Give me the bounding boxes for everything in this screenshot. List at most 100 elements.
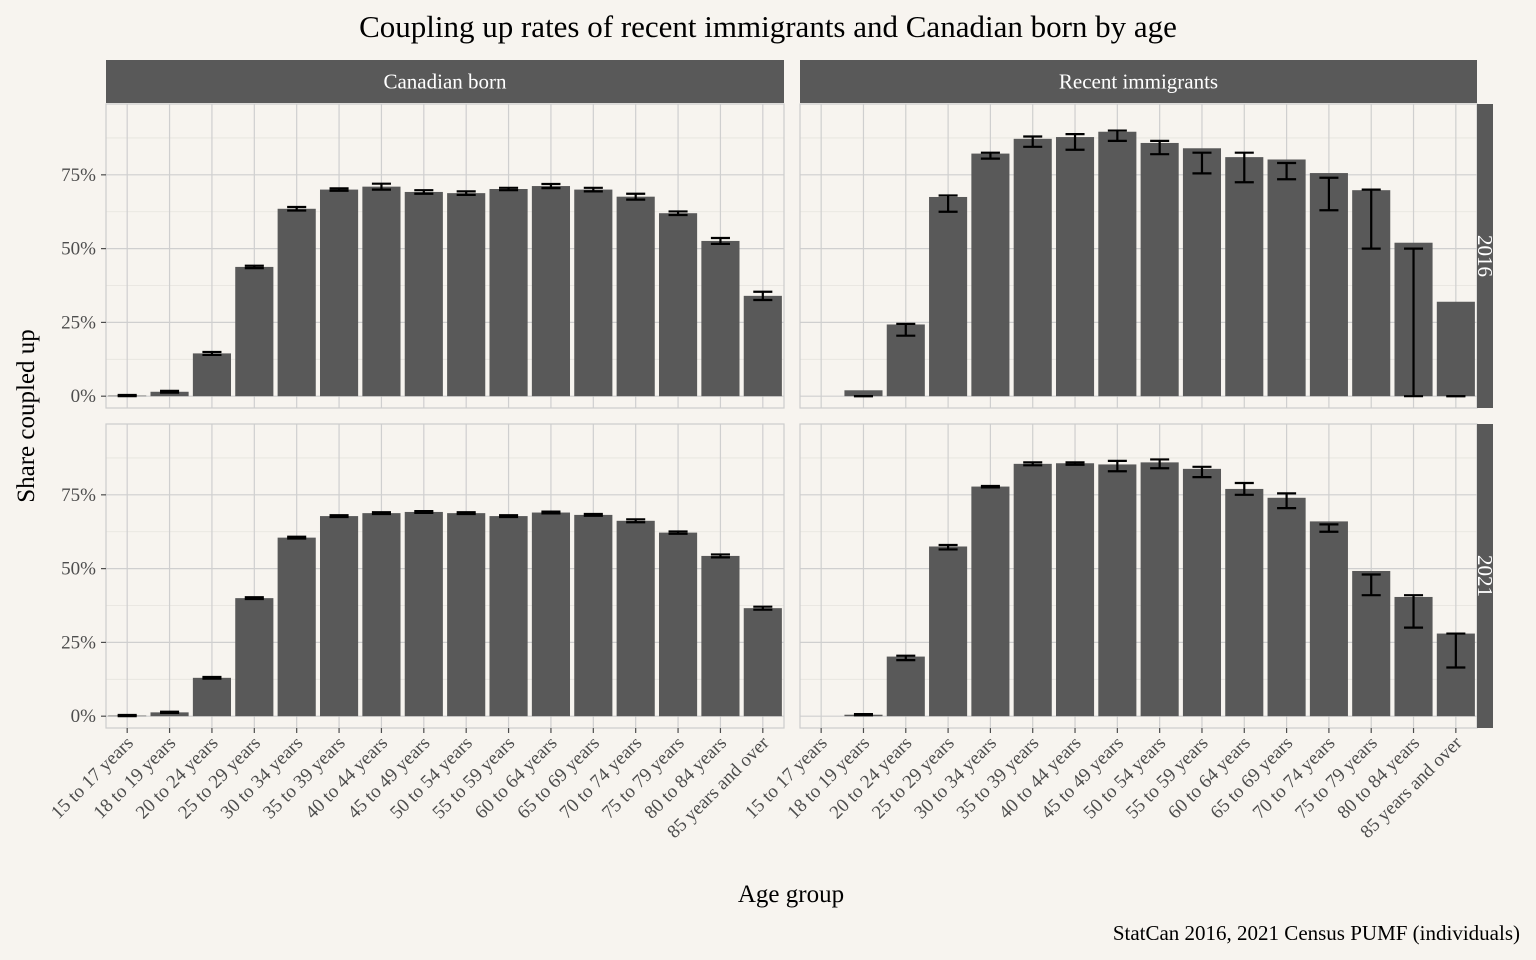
strip-background [1477,104,1493,408]
bar [192,677,232,717]
bar [192,353,232,397]
error-bar [853,713,873,717]
error-bar [160,389,180,394]
bar [531,512,571,717]
panel-recent-immigrants-2016 [799,103,1478,409]
error-bar [583,186,603,193]
bar [447,513,486,717]
facet-strip-recent-immigrants: Recent immigrants [800,60,1477,103]
panel-border [105,423,785,729]
error-bar [541,510,561,515]
bar [1140,462,1179,717]
error-bar [329,187,349,192]
bar [1098,464,1137,717]
bar [489,516,528,717]
y-tick-label: 25% [61,312,96,333]
error-bar [1404,594,1424,629]
error-bar [1319,176,1339,212]
bar [1182,148,1222,397]
bar [1436,301,1475,397]
y-tick-label: 50% [61,559,96,580]
strip-label: Canadian born [383,70,507,94]
bar [319,516,359,717]
bar [844,390,883,397]
error-bar [456,511,476,516]
error-bar [938,543,958,551]
error-bar [499,514,519,519]
x-axis-title: Age group [738,881,844,908]
facet-strip-2016: 2016 [1473,104,1497,408]
bar [362,186,401,397]
error-bar [1234,481,1254,496]
error-bar [1150,139,1170,156]
error-bar [1150,458,1170,470]
bar [1140,142,1179,397]
bar [277,537,316,717]
error-bar [896,654,916,662]
error-bar [1107,129,1127,142]
bar [929,546,968,717]
y-axis-title: Share coupled up [13,329,40,503]
error-bar [1023,135,1043,148]
error-bar [980,484,1000,489]
error-bar [1361,188,1381,250]
strip-background [1477,424,1493,728]
error-bar [583,512,603,517]
y-tick-label: 50% [61,239,96,260]
strip-label: 2016 [1473,235,1497,277]
bar [319,189,359,397]
error-bar [1107,459,1127,473]
error-bar [1065,133,1085,151]
error-bar [202,350,222,356]
error-bar [371,182,391,191]
error-bar [1192,151,1212,175]
bar [531,186,571,397]
bar [404,191,443,397]
error-bar [753,290,773,302]
error-bar [499,186,519,192]
error-bar [329,514,349,519]
error-bar [626,518,646,524]
error-bar [414,509,434,514]
strip-label: Recent immigrants [1059,70,1218,94]
bar [489,189,528,397]
bar [362,513,401,717]
error-bar [456,190,476,197]
facet-strip-canadian-born: Canadian born [106,60,784,103]
error-bar [202,675,222,680]
y-tick-label: 0% [71,386,97,407]
error-bar [710,236,730,245]
bar [616,196,655,397]
bar [658,532,698,717]
bar [929,196,968,397]
error-bar [1319,523,1339,533]
bar [1098,131,1137,397]
error-bar [117,393,137,398]
bar [1267,497,1306,717]
chart-title: Coupling up rates of recent immigrants a… [359,9,1177,44]
error-bar [668,530,688,535]
y-tick-label: 75% [61,165,96,186]
error-bar [1192,465,1212,479]
bar [1309,521,1348,717]
bar [1013,463,1052,717]
bar [1225,488,1264,717]
error-bar [980,151,1000,160]
y-tick-label: 25% [61,632,96,653]
strip-background [800,60,1477,103]
bar [743,608,782,717]
error-bar [414,189,434,195]
error-bar [1404,247,1424,398]
error-bar [1234,151,1254,184]
error-bar [244,596,264,601]
error-bar [1361,573,1381,597]
error-bar [710,553,730,559]
error-bar [1277,161,1297,181]
error-bar [668,210,688,217]
error-bar [117,713,137,718]
bar [1225,157,1264,397]
bar [616,520,655,717]
bar [658,213,698,397]
